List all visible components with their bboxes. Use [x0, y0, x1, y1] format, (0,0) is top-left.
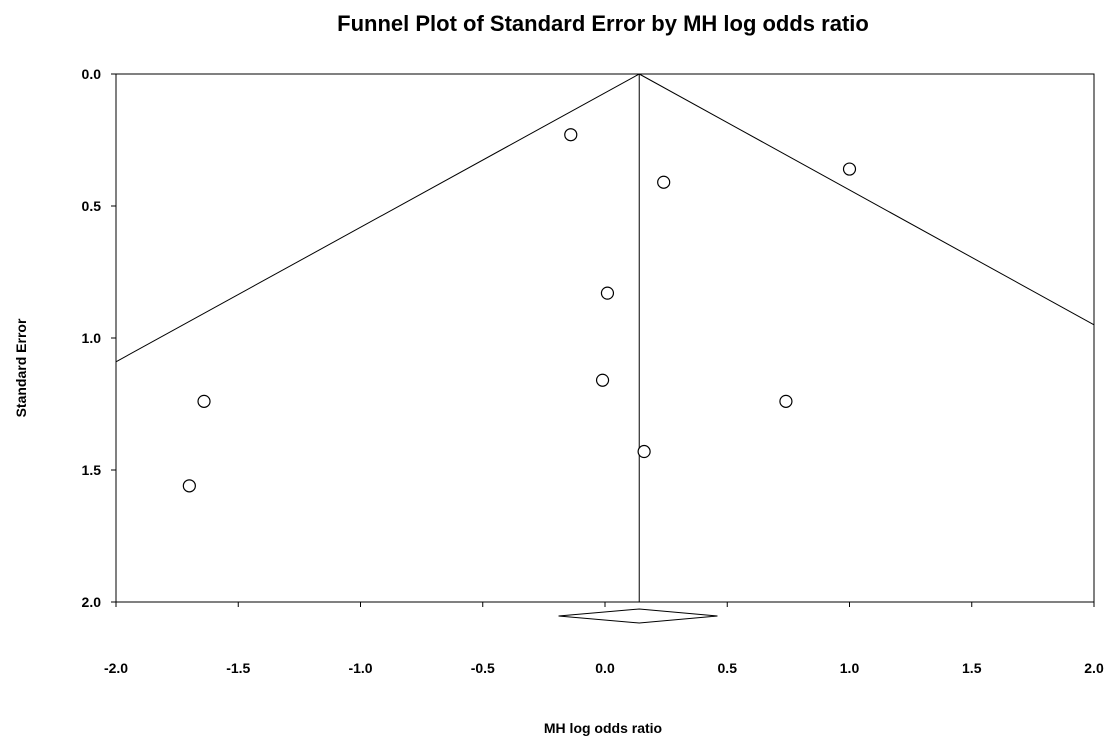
funnel-left-limit	[115, 73, 640, 363]
study-point	[779, 394, 793, 408]
x-tick-label: -1.5	[226, 660, 250, 676]
x-tick-label: -2.0	[104, 660, 128, 676]
y-tick-label: 1.5	[82, 462, 102, 478]
x-axis-title: MH log odds ratio	[544, 720, 662, 736]
x-tick-label: 2.0	[1084, 660, 1104, 676]
y-tick-label: 1.0	[82, 330, 102, 346]
x-tick-label: 0.5	[718, 660, 738, 676]
study-point	[182, 479, 196, 493]
x-tick-label: 0.0	[595, 660, 615, 676]
summary-diamond	[558, 608, 718, 624]
chart-title: Funnel Plot of Standard Error by MH log …	[337, 11, 869, 36]
y-tick-label: 2.0	[82, 594, 102, 610]
x-tick-label: -0.5	[471, 660, 495, 676]
plot-frame	[115, 73, 1095, 603]
study-point	[637, 444, 651, 459]
funnel-lines	[115, 73, 1095, 602]
y-axis-title: Standard Error	[13, 318, 29, 417]
y-tick-label: 0.0	[82, 66, 102, 82]
study-point	[197, 394, 211, 408]
study-point	[842, 162, 857, 176]
summary-diamond-group	[558, 608, 718, 624]
x-tick-label: 1.0	[840, 660, 860, 676]
study-points	[182, 128, 857, 493]
study-point	[600, 286, 615, 300]
funnel-right-limit	[638, 73, 1095, 326]
axis-ticks: -2.0 -1.5 -1.0 -0.5 0.0 0.5 1.0 1.5 2.0 0.0 0.5 1.0…	[82, 66, 1104, 676]
x-tick-label: 1.5	[962, 660, 982, 676]
y-tick-label: 0.5	[82, 198, 102, 214]
study-point	[657, 175, 671, 189]
x-tick-label: -1.0	[348, 660, 372, 676]
study-point	[564, 128, 578, 142]
study-point	[595, 373, 610, 387]
